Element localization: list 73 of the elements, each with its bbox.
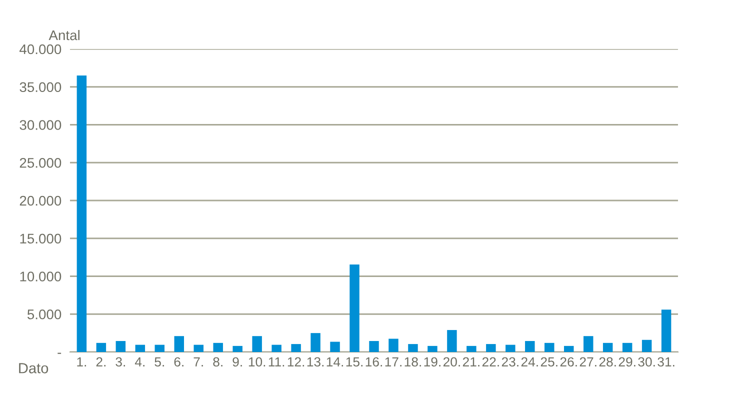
x-tick-label: 1. [77,357,86,366]
bar [428,346,438,352]
bar [194,344,204,352]
bar [232,346,242,352]
bar [291,344,301,352]
x-tick-label: 27. [580,357,596,366]
bar [447,330,457,352]
bar [310,333,320,352]
x-tick-label: 16. [366,357,382,367]
bar [506,344,516,352]
bar [154,344,165,352]
x-tick-label: 21. [462,357,480,366]
x-tick-label: 28. [599,357,616,367]
bar [642,340,652,352]
y-tick-label: 35.000 [20,82,62,92]
y-tick-label: 20.000 [20,196,62,206]
x-tick-label: 31. [658,357,674,367]
bar [116,341,126,352]
x-tick-label: 6. [174,357,184,367]
bar [96,342,106,352]
bar [330,342,340,352]
x-axis-title: Dato [19,363,48,374]
bar [388,338,398,352]
bar [486,344,496,352]
bar [622,342,632,352]
x-tick-label: 24. [521,357,538,366]
x-tick-label: 10. [248,357,266,367]
y-tick-label: 5.000 [27,309,62,320]
x-tick-label: 12. [288,357,304,366]
y-tick-label: 40.000 [20,44,62,54]
x-tick-label: 30. [638,357,655,367]
bar [466,346,476,352]
bar [602,342,613,352]
y-tick-label: 10.000 [20,272,62,282]
x-tick-label: 23. [502,357,518,367]
bar [525,341,535,352]
x-tick-label: 18. [404,357,421,367]
x-tick-label: 7. [194,357,203,366]
bar [408,344,418,352]
x-tick-label: 25. [540,357,558,367]
bar [252,336,262,352]
y-tick-label: - [58,352,62,354]
y-tick-label: 25.000 [20,158,62,168]
x-tick-label: 5. [154,357,164,367]
bar [369,341,379,352]
bar [76,76,87,352]
x-tick-label: 14. [326,357,343,366]
y-tick-label: 15.000 [20,234,62,244]
x-tick-label: 19. [424,357,440,367]
x-tick-label: 9. [232,357,242,367]
x-tick-label: 20. [443,357,460,367]
bar [564,346,574,352]
bar [583,336,594,352]
x-tick-label: 2. [96,357,106,366]
x-tick-label: 22. [482,357,499,366]
x-tick-label: 11. [268,357,284,366]
x-tick-label: 29. [618,357,636,367]
bar [272,344,282,352]
x-tick-label: 8. [213,357,222,367]
bar [350,264,360,352]
x-tick-label: 15. [346,357,362,367]
y-tick-label: 30.000 [20,120,62,130]
x-tick-label: 4. [134,357,144,366]
x-tick-label: 17. [385,357,402,366]
bar [544,342,554,352]
bar [213,342,223,352]
bar [135,344,146,352]
x-tick-label: 13. [307,357,324,367]
bar [174,336,184,352]
x-tick-label: 3. [116,357,125,367]
y-axis-title: Antal [48,30,80,40]
x-tick-label: 26. [560,357,577,367]
bar [661,310,672,352]
